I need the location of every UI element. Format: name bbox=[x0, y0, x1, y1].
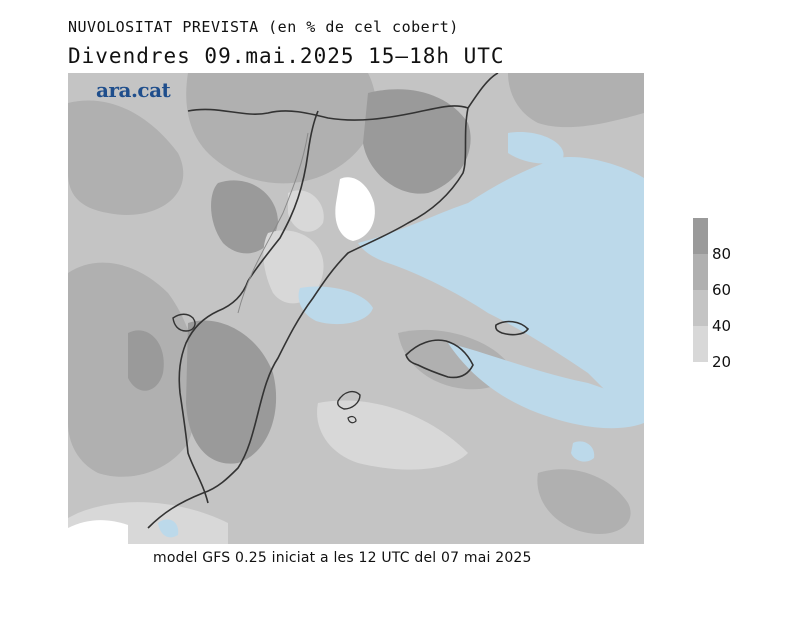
ara-cat-logo: ara.cat bbox=[96, 78, 171, 102]
legend-label-60: 60 bbox=[712, 281, 732, 299]
legend-label-80: 80 bbox=[712, 245, 732, 263]
legend-swatch-20 bbox=[693, 326, 708, 362]
cloud-cover-map bbox=[68, 73, 644, 544]
legend-label-40: 40 bbox=[712, 317, 732, 335]
legend-swatch-60 bbox=[693, 254, 708, 290]
legend-label-20: 20 bbox=[712, 353, 732, 371]
legend-swatch-80 bbox=[693, 218, 708, 254]
map-graphic bbox=[68, 73, 644, 544]
legend-swatch-40 bbox=[693, 290, 708, 326]
map-title: NUVOLOSITAT PREVISTA (en % de cel cobert… bbox=[68, 18, 459, 36]
cloud-cover-legend bbox=[693, 218, 708, 362]
model-source-note: model GFS 0.25 iniciat a les 12 UTC del … bbox=[153, 550, 532, 566]
forecast-date: Divendres 09.mai.2025 15—18h UTC bbox=[68, 44, 505, 68]
